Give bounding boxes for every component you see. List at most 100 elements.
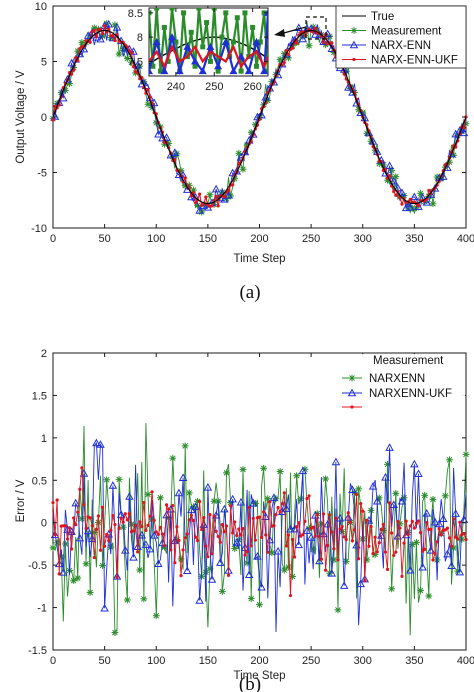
- legend-a-label-3: NARX-ENN-UKF: [371, 55, 458, 67]
- inset-narx-enn-point: [221, 38, 230, 45]
- panel-b-narx-enn-ukf-point: [326, 543, 330, 548]
- panel-b-narx-enn-ukf-point: [117, 526, 121, 531]
- panel-b-measurement-point: [239, 466, 247, 473]
- panel-b-narx-enn-ukf-point: [458, 520, 462, 524]
- measurement-point: [305, 42, 313, 50]
- narx-enn-ukf-point: [88, 40, 92, 44]
- narx-enn-point: [269, 77, 279, 86]
- panel-b-narx-enn-ukf-point: [336, 558, 340, 562]
- panel-b-narx-enn-ukf-point: [404, 519, 408, 523]
- panel-b-narx-enn-ukf-point: [115, 575, 119, 580]
- panel-b-narx-enn-point: [405, 565, 415, 574]
- panel-b-narx-enn-ukf-point: [144, 528, 148, 532]
- panel-b-narx-enn-point: [447, 561, 456, 569]
- legend-a-marker-3: [352, 57, 356, 62]
- panel-b-narx-enn-ukf-point: [266, 550, 270, 554]
- inset-series-narx-enn-ukf: [149, 44, 268, 69]
- panel-b-narx-enn-ukf-point: [98, 548, 103, 552]
- panel-a-xtick-label: 300: [354, 233, 372, 245]
- panel-b-narx-enn-ukf-point: [286, 533, 291, 537]
- inset-xtick-label: 260: [243, 81, 261, 93]
- panel-b-narx-enn-ukf-point: [462, 531, 466, 536]
- panel-b-narx-enn-point: [207, 575, 217, 583]
- panel-b-narx-enn-ukf-point: [305, 497, 309, 501]
- inset-narx-enn-point: [160, 67, 169, 75]
- inset-measurement-point: [230, 39, 236, 45]
- narx-enn-point: [381, 168, 390, 177]
- panel-b-narx-enn-point: [50, 530, 60, 539]
- panel-b-narx-enn-point: [335, 513, 345, 522]
- narx-enn-point: [187, 192, 196, 201]
- panel-b-narx-enn-ukf-point: [80, 466, 84, 470]
- panel-b-narx-enn-ukf-point: [103, 544, 107, 548]
- panel-b-measurement-point: [115, 475, 123, 483]
- panel-b-narx-enn-ukf-point: [301, 533, 305, 537]
- panel-b-narx-enn-ukf-point: [189, 513, 193, 517]
- panel-a-legend: True Measurement NARX-ENN NARX-ENN-UKF: [335, 5, 467, 69]
- panel-b-narx-enn-ukf-point: [449, 544, 454, 548]
- legend-b-label-1: NARXENN: [369, 373, 425, 385]
- panel-b-narx-enn-ukf-point: [400, 574, 404, 578]
- panel-b-measurement-point: [280, 566, 288, 574]
- panel-b-narx-enn-ukf-point: [313, 534, 317, 538]
- panel-b-narx-enn-ukf-point: [218, 540, 222, 544]
- panel-b-narx-enn-ukf-point: [363, 578, 367, 583]
- series-narx-enn-line: [52, 24, 467, 213]
- panel-b-narx-enn-ukf-point: [297, 521, 301, 525]
- narx-enn-ukf-point: [113, 38, 117, 43]
- panel-b-narx-enn-ukf-point: [311, 525, 315, 529]
- panel-b-ytick-label: 2: [41, 348, 47, 360]
- panel-a-ytick-label: -10: [31, 223, 47, 235]
- inset-measurement-point: [215, 68, 221, 74]
- narx-enn-point: [129, 47, 138, 55]
- panel-b-narx-enn-ukf-point: [385, 567, 390, 571]
- inset-narx-enn-point: [198, 67, 207, 75]
- panel-b-narx-enn-ukf-point: [284, 544, 288, 548]
- panel-b-narx-enn-ukf-point: [220, 522, 224, 527]
- narx-enn-ukf-point: [231, 183, 235, 187]
- inset-measurement-point: [173, 39, 179, 45]
- panel-b-narx-enn-ukf-point: [377, 541, 381, 545]
- panel-b-narx-enn-ukf-point: [74, 523, 78, 527]
- panel-b-narx-enn-ukf-point: [90, 523, 94, 528]
- narx-enn-ukf-point: [131, 64, 136, 69]
- panel-b-narx-enn-ukf-point: [439, 533, 443, 537]
- narx-enn-ukf-point: [427, 188, 431, 193]
- panel-b-measurement-point: [218, 588, 226, 595]
- panel-b-narx-enn-ukf-point: [307, 494, 311, 498]
- panel-b-narx-enn-point: [286, 524, 295, 533]
- panel-b-ytick-label: -0.5: [28, 560, 47, 572]
- narx-enn-ukf-point: [408, 197, 412, 201]
- panel-b-narx-enn-ukf-point: [406, 532, 410, 537]
- narx-enn-ukf-point: [321, 41, 326, 45]
- panel-b-measurement-point: [441, 492, 449, 500]
- panel-b-narx-enn-ukf-point: [342, 535, 346, 539]
- panel-b-narx-enn-ukf-point: [123, 512, 127, 516]
- narx-enn-point: [447, 149, 456, 158]
- panel-b-narx-enn-point: [315, 556, 324, 565]
- panel-a-ytick-label: -5: [37, 168, 47, 180]
- panel-b-narx-enn-ukf-point: [127, 512, 132, 516]
- panel-b-narx-enn-ukf-point: [241, 526, 245, 531]
- panel-b-narx-enn-point: [389, 500, 398, 509]
- panel-b-narx-enn-ukf-point: [421, 549, 425, 553]
- panel-b-narx-enn-ukf-point: [334, 516, 338, 520]
- narx-enn-point: [170, 148, 180, 156]
- panel-b-narx-enn-ukf-point: [387, 501, 392, 505]
- panel-b-ytick-label: 0.5: [32, 475, 47, 487]
- panel-b-narx-enn-ukf-point: [464, 537, 468, 542]
- panel-b-measurement-point: [74, 574, 82, 582]
- panel-b-narx-enn-ukf-point: [423, 547, 427, 552]
- panel-b-measurement-point: [458, 535, 466, 543]
- panel-b-measurement-point: [276, 468, 284, 475]
- narx-enn-ukf-point: [392, 189, 396, 194]
- panel-b-narx-enn-ukf-point: [92, 555, 96, 560]
- panel-b-narx-enn-point: [129, 552, 138, 561]
- panel-b-measurement-point: [359, 535, 367, 543]
- narx-enn-ukf-point: [183, 176, 187, 180]
- panel-b-narx-enn-ukf-point: [69, 547, 74, 551]
- legend-a-marker-1: [350, 27, 358, 34]
- inset-measurement-point: [219, 34, 225, 40]
- panel-b-narx-enn-point: [430, 517, 440, 526]
- narx-enn-point: [224, 190, 233, 199]
